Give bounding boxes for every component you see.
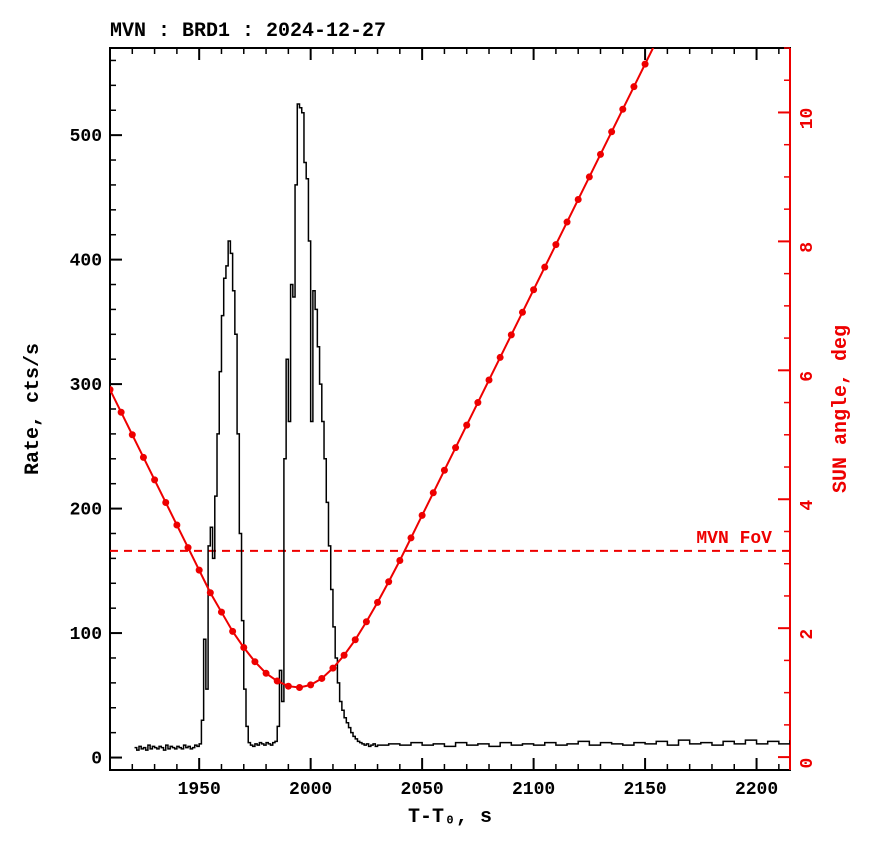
y-right-tick-label: 6 [798,371,818,382]
sun-angle-marker [274,678,281,685]
sun-angle-marker [251,658,258,665]
sun-angle-marker [474,399,481,406]
x-tick-label: 1950 [178,780,221,800]
sun-angle-marker [207,589,214,596]
sun-angle-marker [619,106,626,113]
sun-angle-marker [552,241,559,248]
sun-angle-marker [229,628,236,635]
sun-angle-marker [352,636,359,643]
sun-angle-marker [608,128,615,135]
sun-angle-marker [162,499,169,506]
y-left-axis-label: Rate, cts/s [22,343,45,475]
sun-angle-marker [497,354,504,361]
x-axis-label: T-T₀, s [408,806,492,829]
y-right-tick-label: 10 [798,108,818,130]
sun-angle-marker [430,489,437,496]
sun-angle-marker [564,219,571,226]
sun-angle-marker [196,567,203,574]
sun-angle-marker [185,544,192,551]
sun-angle-marker [642,61,649,68]
sun-angle-marker [385,578,392,585]
sun-angle-marker [151,476,158,483]
sun-angle-marker [140,454,147,461]
y-left-tick-label: 0 [91,750,102,770]
sun-angle-marker [285,683,292,690]
sun-angle-marker [318,675,325,682]
sun-angle-marker [363,618,370,625]
y-right-tick-label: 4 [798,500,818,511]
y-left-tick-label: 200 [70,501,102,521]
sun-angle-marker [419,512,426,519]
sun-angle-marker [441,467,448,474]
sun-angle-marker [173,522,180,529]
y-left-tick-label: 500 [70,127,102,147]
y-right-tick-label: 0 [798,758,818,769]
y-right-tick-label: 8 [798,242,818,253]
sun-angle-marker [329,665,336,672]
y-left-tick-label: 300 [70,376,102,396]
chart-background [0,0,876,856]
sun-angle-marker [586,173,593,180]
sun-angle-marker [530,286,537,293]
sun-angle-marker [630,83,637,90]
sun-angle-marker [396,557,403,564]
fov-label: MVN FoV [696,529,772,549]
sun-angle-marker [541,264,548,271]
sun-angle-marker [307,681,314,688]
sun-angle-marker [263,670,270,677]
sun-angle-marker [407,534,414,541]
x-tick-label: 2000 [289,780,332,800]
y-right-axis-label: SUN angle, deg [830,325,853,493]
sun-angle-marker [118,409,125,416]
x-tick-label: 2050 [401,780,444,800]
x-tick-label: 2150 [623,780,666,800]
sun-angle-marker [240,644,247,651]
sun-angle-marker [463,422,470,429]
sun-angle-marker [341,652,348,659]
x-tick-label: 2100 [512,780,555,800]
sun-angle-marker [374,599,381,606]
sun-angle-marker [597,151,604,158]
sun-angle-marker [519,309,526,316]
y-right-tick-label: 2 [798,629,818,640]
sun-angle-marker [486,376,493,383]
sun-angle-marker [508,331,515,338]
sun-angle-marker [296,684,303,691]
sun-angle-marker [452,444,459,451]
chart-title: MVN : BRD1 : 2024-12-27 [110,20,386,43]
sun-angle-marker [575,196,582,203]
sun-angle-marker [129,431,136,438]
y-left-tick-label: 400 [70,252,102,272]
chart-svg: MVN : BRD1 : 2024-12-2719502000205021002… [0,0,876,856]
y-left-tick-label: 100 [70,625,102,645]
x-tick-label: 2200 [735,780,778,800]
chart-container: MVN : BRD1 : 2024-12-2719502000205021002… [0,0,876,856]
sun-angle-marker [218,609,225,616]
